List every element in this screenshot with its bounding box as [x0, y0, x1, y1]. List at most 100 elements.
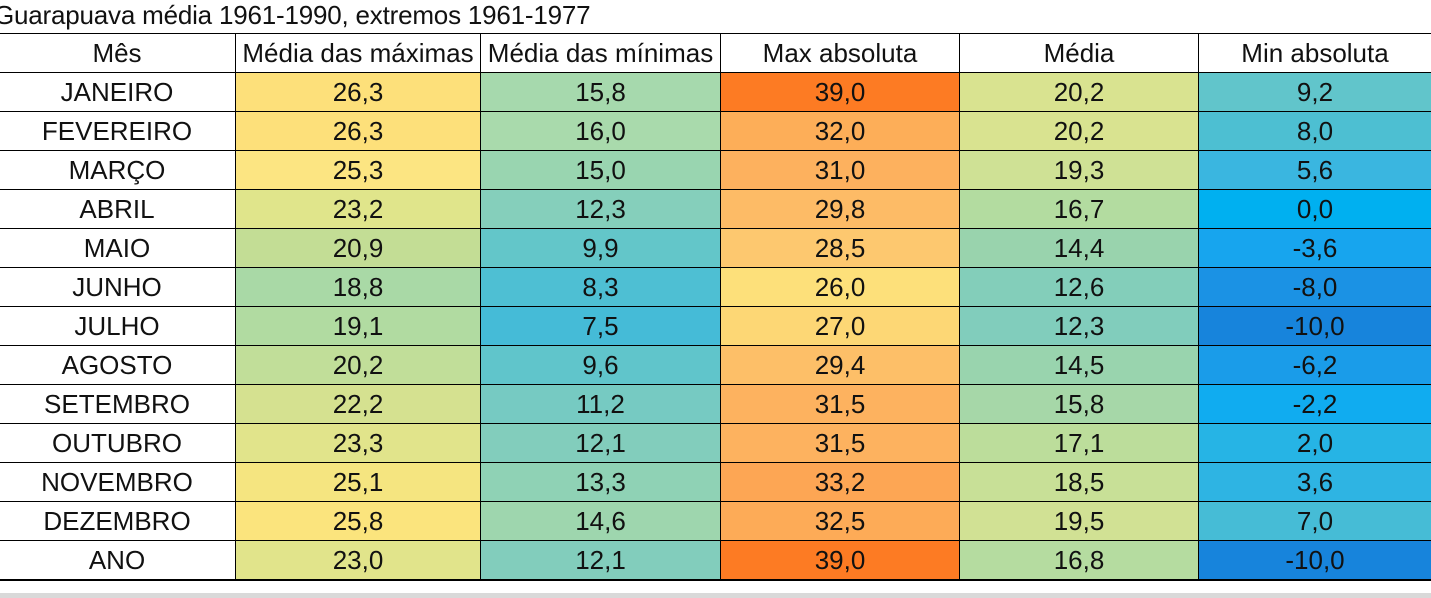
mean-max-cell: 18,8	[235, 267, 481, 307]
month-cell: JANEIRO	[0, 72, 236, 112]
mean-cell: 17,1	[959, 423, 1199, 463]
mean-max-cell: 25,1	[235, 462, 481, 502]
absolute-min-cell: 0,0	[1198, 189, 1431, 229]
mean-cell: 19,3	[959, 150, 1199, 190]
absolute-max-cell: 32,5	[720, 501, 960, 541]
table-row: DEZEMBRO 25,8 14,6 32,5 19,5 7,0	[0, 501, 1431, 541]
mean-min-cell: 16,0	[480, 111, 721, 151]
mean-cell: 20,2	[959, 111, 1199, 151]
column-header-absolute-max: Max absoluta	[720, 33, 960, 73]
absolute-max-cell: 27,0	[720, 306, 960, 346]
table-row: JUNHO 18,8 8,3 26,0 12,6 -8,0	[0, 267, 1431, 307]
table-row: OUTUBRO 23,3 12,1 31,5 17,1 2,0	[0, 423, 1431, 463]
absolute-max-cell: 29,8	[720, 189, 960, 229]
absolute-max-cell: 33,2	[720, 462, 960, 502]
mean-min-cell: 9,6	[480, 345, 721, 385]
absolute-max-cell: 28,5	[720, 228, 960, 268]
month-cell: MAIO	[0, 228, 236, 268]
column-header-mean-max: Média das máximas	[235, 33, 481, 73]
absolute-max-cell: 29,4	[720, 345, 960, 385]
climate-table: Mês Média das máximas Média das mínimas …	[0, 33, 1431, 581]
month-cell: SETEMBRO	[0, 384, 236, 424]
column-header-mean: Média	[959, 33, 1199, 73]
absolute-min-cell: 5,6	[1198, 150, 1431, 190]
absolute-min-cell: 2,0	[1198, 423, 1431, 463]
table-row: ABRIL 23,2 12,3 29,8 16,7 0,0	[0, 189, 1431, 229]
month-cell: ANO	[0, 540, 236, 581]
mean-cell: 15,8	[959, 384, 1199, 424]
mean-max-cell: 25,3	[235, 150, 481, 190]
absolute-max-cell: 39,0	[720, 72, 960, 112]
mean-min-cell: 12,1	[480, 423, 721, 463]
month-cell: JUNHO	[0, 267, 236, 307]
mean-min-cell: 14,6	[480, 501, 721, 541]
absolute-min-cell: -6,2	[1198, 345, 1431, 385]
bottom-divider	[0, 593, 1431, 598]
table-title: Guarapuava média 1961-1990, extremos 196…	[0, 0, 591, 30]
mean-min-cell: 12,3	[480, 189, 721, 229]
absolute-max-cell: 26,0	[720, 267, 960, 307]
table-row: MARÇO 25,3 15,0 31,0 19,3 5,6	[0, 150, 1431, 190]
month-cell: MARÇO	[0, 150, 236, 190]
mean-min-cell: 15,0	[480, 150, 721, 190]
table-row: JULHO 19,1 7,5 27,0 12,3 -10,0	[0, 306, 1431, 346]
table-row: ANO 23,0 12,1 39,0 16,8 -10,0	[0, 540, 1431, 581]
table-row: MAIO 20,9 9,9 28,5 14,4 -3,6	[0, 228, 1431, 268]
mean-max-cell: 26,3	[235, 111, 481, 151]
header-row: Mês Média das máximas Média das mínimas …	[0, 33, 1431, 73]
month-cell: JULHO	[0, 306, 236, 346]
mean-min-cell: 13,3	[480, 462, 721, 502]
mean-min-cell: 15,8	[480, 72, 721, 112]
absolute-min-cell: 9,2	[1198, 72, 1431, 112]
mean-max-cell: 26,3	[235, 72, 481, 112]
mean-max-cell: 25,8	[235, 501, 481, 541]
absolute-max-cell: 31,5	[720, 384, 960, 424]
table-row: AGOSTO 20,2 9,6 29,4 14,5 -6,2	[0, 345, 1431, 385]
column-header-mean-min: Média das mínimas	[480, 33, 721, 73]
column-header-month: Mês	[0, 33, 236, 73]
mean-cell: 14,5	[959, 345, 1199, 385]
absolute-min-cell: -10,0	[1198, 306, 1431, 346]
mean-cell: 14,4	[959, 228, 1199, 268]
mean-min-cell: 9,9	[480, 228, 721, 268]
month-cell: NOVEMBRO	[0, 462, 236, 502]
table-row: JANEIRO 26,3 15,8 39,0 20,2 9,2	[0, 72, 1431, 112]
absolute-min-cell: -2,2	[1198, 384, 1431, 424]
absolute-max-cell: 32,0	[720, 111, 960, 151]
mean-min-cell: 7,5	[480, 306, 721, 346]
mean-cell: 20,2	[959, 72, 1199, 112]
table-row: NOVEMBRO 25,1 13,3 33,2 18,5 3,6	[0, 462, 1431, 502]
table-row: FEVEREIRO 26,3 16,0 32,0 20,2 8,0	[0, 111, 1431, 151]
mean-cell: 12,6	[959, 267, 1199, 307]
mean-max-cell: 20,2	[235, 345, 481, 385]
mean-cell: 19,5	[959, 501, 1199, 541]
mean-max-cell: 23,3	[235, 423, 481, 463]
month-cell: ABRIL	[0, 189, 236, 229]
table-body: JANEIRO 26,3 15,8 39,0 20,2 9,2 FEVEREIRO 26,3 1…	[0, 72, 1431, 581]
absolute-min-cell: -8,0	[1198, 267, 1431, 307]
absolute-max-cell: 31,5	[720, 423, 960, 463]
table-row: SETEMBRO 22,2 11,2 31,5 15,8 -2,2	[0, 384, 1431, 424]
column-header-absolute-min: Min absoluta	[1198, 33, 1431, 73]
absolute-max-cell: 39,0	[720, 540, 960, 581]
mean-max-cell: 22,2	[235, 384, 481, 424]
absolute-min-cell: -3,6	[1198, 228, 1431, 268]
absolute-min-cell: 7,0	[1198, 501, 1431, 541]
mean-max-cell: 19,1	[235, 306, 481, 346]
mean-max-cell: 23,0	[235, 540, 481, 581]
month-cell: DEZEMBRO	[0, 501, 236, 541]
mean-cell: 16,7	[959, 189, 1199, 229]
absolute-max-cell: 31,0	[720, 150, 960, 190]
mean-cell: 18,5	[959, 462, 1199, 502]
mean-cell: 12,3	[959, 306, 1199, 346]
absolute-min-cell: 8,0	[1198, 111, 1431, 151]
mean-min-cell: 8,3	[480, 267, 721, 307]
absolute-min-cell: -10,0	[1198, 540, 1431, 581]
mean-max-cell: 23,2	[235, 189, 481, 229]
mean-min-cell: 11,2	[480, 384, 721, 424]
mean-cell: 16,8	[959, 540, 1199, 581]
mean-max-cell: 20,9	[235, 228, 481, 268]
mean-min-cell: 12,1	[480, 540, 721, 581]
month-cell: OUTUBRO	[0, 423, 236, 463]
month-cell: FEVEREIRO	[0, 111, 236, 151]
